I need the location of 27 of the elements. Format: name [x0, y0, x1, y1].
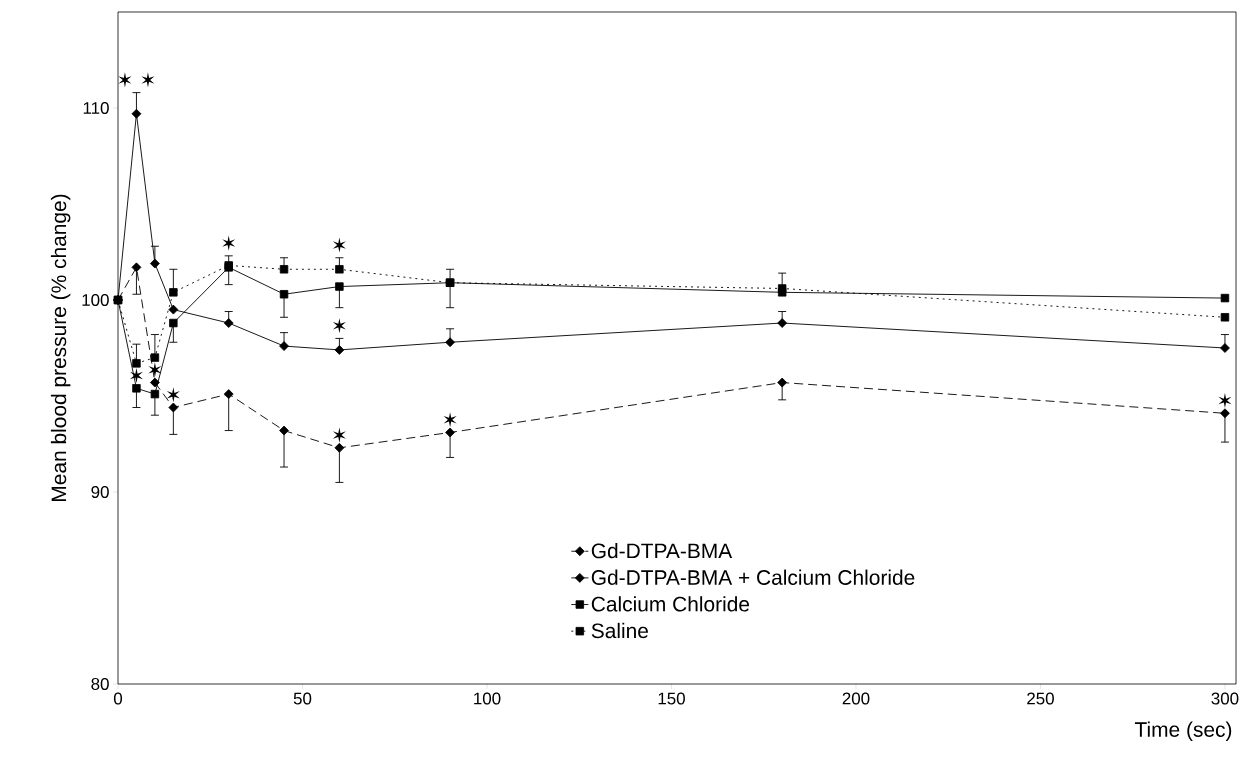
x-tick-label: 0 [113, 692, 123, 705]
annotation: ✶ [222, 235, 236, 251]
x-tick-label: 250 [1027, 692, 1054, 705]
annotation: ✶ [129, 368, 143, 384]
legend-label: Gd-DTPA-BMA [591, 542, 733, 559]
x-tick-label: 200 [842, 692, 870, 705]
x-axis-title: Time (sec) [1134, 721, 1232, 742]
annotation: ✶ [148, 362, 162, 378]
y-tick-label: 100 [82, 294, 109, 306]
annotation: ✶ [1218, 393, 1232, 409]
y-tick-label: 80 [91, 678, 109, 690]
annotation: ✶ [332, 427, 346, 443]
annotation: ✶ [443, 412, 457, 428]
x-tick-label: 150 [658, 692, 685, 705]
x-tick-label: 100 [474, 692, 501, 705]
y-tick-label: 110 [83, 102, 109, 114]
annotation: ✶ [166, 387, 180, 403]
x-tick-label: 300 [1211, 692, 1239, 705]
annotation: ✶ [332, 318, 346, 334]
annotation: ✶ [332, 237, 346, 253]
y-tick-label: 90 [91, 486, 109, 498]
x-tick-label: 50 [293, 692, 312, 705]
legend-label: Calcium Chloride [591, 596, 750, 612]
legend-label: Saline [591, 622, 648, 639]
annotation: ✶ ✶ [118, 72, 155, 88]
legend-label: Gd-DTPA-BMA + Calcium Chloride [591, 569, 915, 585]
y-axis-title: Mean blood pressure (% change) [50, 194, 71, 501]
